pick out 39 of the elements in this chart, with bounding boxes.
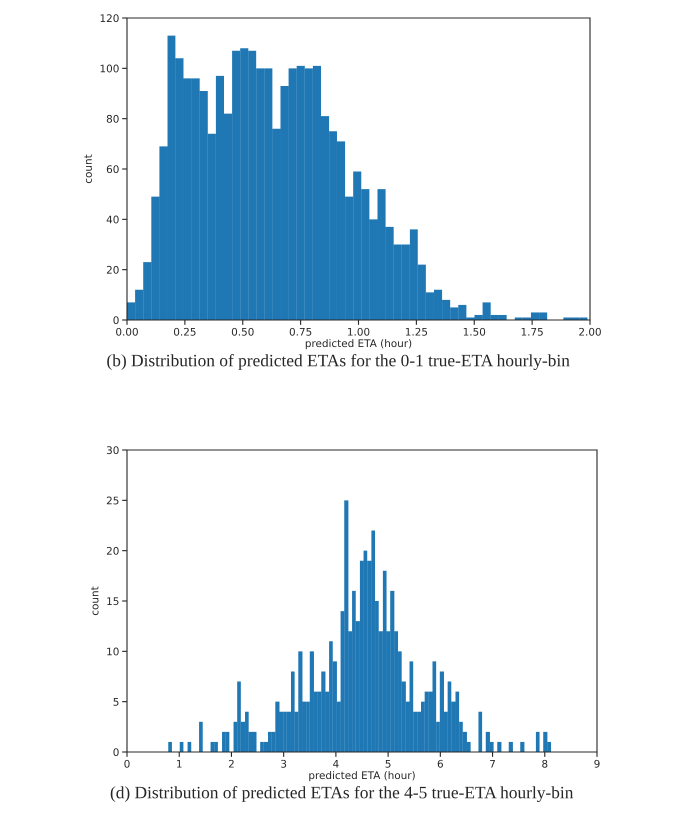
x-tick-label: 8 [542,760,548,768]
x-tick-label: 2.00 [579,328,601,336]
y-tick-label: 60 [106,165,119,174]
x-tick-label: 5 [386,760,391,768]
y-tick-label: 25 [106,496,118,504]
x-tick-label: 1.00 [348,328,370,336]
y-tick-label: 80 [106,114,119,123]
x-tick-label: 0.00 [116,328,138,336]
x-axis-title: predicted ETA (hour) [309,771,415,782]
x-axis-title: predicted ETA (hour) [306,339,412,350]
x-tick-label: 1.25 [406,328,428,336]
x-tick-label: 1.75 [522,328,543,336]
x-tick-label: 9 [594,760,600,768]
x-tick-label: 0.25 [174,328,196,336]
x-tick-label: 2 [228,760,234,768]
y-tick-label: 10 [107,648,119,656]
x-tick-label: 1.50 [464,328,486,336]
y-axis-title: count [91,586,99,616]
y-tick-label: 15 [107,597,118,606]
x-tick-label: 3 [281,760,286,768]
y-tick-label: 120 [100,14,119,22]
x-tick-label: 7 [490,760,495,768]
text: (b) Distribution of predicted ETAs for the 0-1 true-ETA hourly-bin [107,354,570,370]
x-tick-label: 6 [438,760,443,768]
y-tick-label: 40 [106,216,119,224]
y-tick-label: 30 [106,446,119,454]
x-tick-label: 0.50 [232,328,254,336]
y-tick-label: 5 [114,698,118,706]
x-tick-label: 1 [177,760,182,768]
y-tick-label: 20 [106,266,119,274]
text: (d) Distribution of predicted ETAs for the 4-5 true-ETA hourly-bin [110,786,574,802]
y-axis-title: count [84,154,92,184]
x-tick-label: 4 [333,760,339,768]
y-tick-label: 0 [113,748,119,756]
x-tick-label: 0.75 [290,328,312,336]
x-tick-label: 0 [124,760,130,768]
y-tick-label: 20 [106,546,119,555]
y-tick-label: 100 [100,64,119,72]
y-tick-label: 0 [113,316,119,324]
